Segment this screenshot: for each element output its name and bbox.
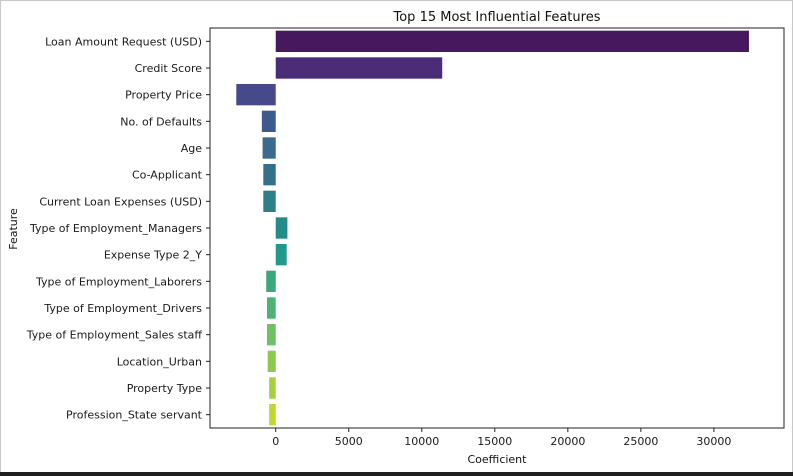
plot-area [209, 27, 785, 429]
bar [275, 30, 749, 52]
x-tick-label: 20000 [550, 435, 585, 448]
bar [275, 217, 288, 239]
bar [261, 110, 276, 132]
bar [266, 324, 276, 346]
bar [267, 350, 276, 372]
bar [266, 270, 276, 292]
y-tick-label: Current Loan Expenses (USD) [39, 195, 202, 208]
bar [275, 57, 443, 79]
bar [275, 244, 287, 266]
y-axis-ticks: Loan Amount Request (USD) Credit Score Pro… [26, 35, 210, 422]
y-tick-label: Co-Applicant [132, 169, 203, 182]
y-tick-label: Property Price [125, 89, 202, 102]
y-tick-label: No. of Defaults [120, 115, 202, 128]
bar [266, 297, 276, 319]
y-tick-label: Type of Employment_Managers [29, 222, 202, 235]
y-tick-label: Profession_State servant [66, 409, 203, 422]
bars-group [236, 30, 749, 426]
chart-title: Top 15 Most Influential Features [393, 10, 601, 25]
y-tick-label: Credit Score [135, 62, 203, 75]
x-tick-label: 30000 [696, 435, 731, 448]
y-tick-label: Type of Employment_Laborers [35, 275, 202, 288]
y-tick-label: Type of Employment_Drivers [43, 302, 202, 315]
y-tick-label: Property Type [127, 382, 203, 395]
y-tick-label: Loan Amount Request (USD) [45, 35, 202, 48]
window-bottom-edge [0, 472, 793, 476]
y-axis-label: Feature [7, 208, 20, 250]
x-axis-ticks: 0 5000 10000 15000 20000 25000 30000 [272, 428, 731, 448]
bar [269, 404, 276, 426]
y-tick-label: Type of Employment_Sales staff [26, 329, 203, 342]
x-tick-label: 25000 [623, 435, 658, 448]
x-tick-label: 5000 [335, 435, 363, 448]
x-tick-label: 15000 [477, 435, 512, 448]
bar [236, 84, 276, 106]
x-tick-label: 10000 [404, 435, 439, 448]
y-tick-label: Expense Type 2_Y [104, 249, 202, 262]
y-tick-label: Age [181, 142, 203, 155]
bar [263, 190, 276, 212]
bar [269, 377, 276, 399]
bar [262, 137, 276, 159]
y-tick-label: Location_Urban [117, 355, 202, 368]
x-tick-label: 0 [272, 435, 279, 448]
x-axis-label: Coefficient [468, 453, 528, 466]
bar [263, 164, 276, 186]
